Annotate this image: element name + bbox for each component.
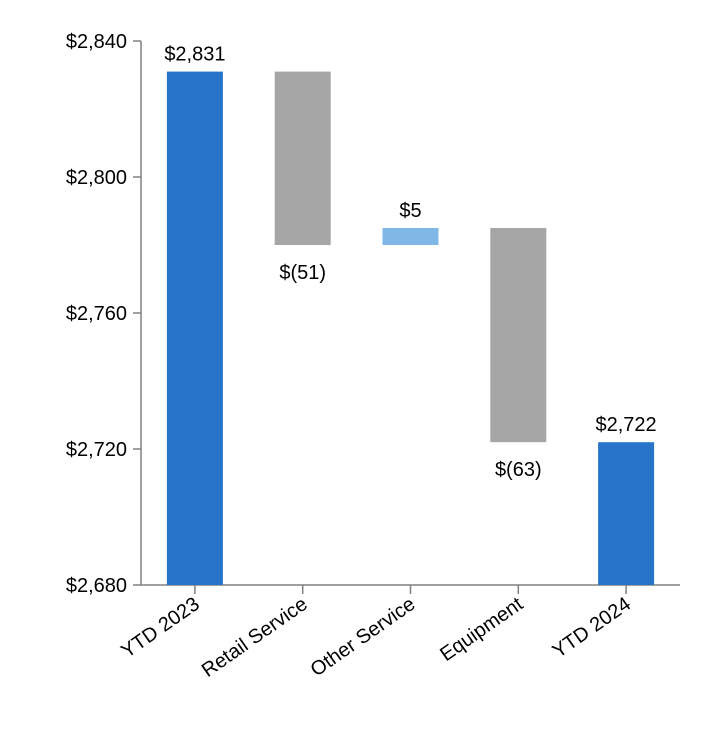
y-axis: $2,680 $2,720 $2,760 $2,800 $2,840 <box>66 31 142 597</box>
bar-ytd-2024 <box>598 442 655 585</box>
y-tick-label: $2,760 <box>66 303 127 325</box>
bars-group <box>166 71 655 586</box>
bar-equipment <box>490 228 547 443</box>
x-category-label: YTD 2024 <box>549 593 635 663</box>
x-category-label: Retail Service <box>198 593 312 682</box>
y-tick-label: $2,800 <box>66 167 127 189</box>
data-label: $2,722 <box>596 414 657 436</box>
data-label: $(63) <box>495 459 542 481</box>
x-category-label: Equipment <box>436 593 527 666</box>
y-tick-label: $2,720 <box>66 439 127 461</box>
bar-other-service <box>382 228 439 245</box>
y-tick-label: $2,840 <box>66 31 127 53</box>
y-tick-label: $2,680 <box>66 575 127 597</box>
data-label: $2,831 <box>164 44 225 66</box>
bar-ytd-2023 <box>166 71 223 586</box>
x-category-label: YTD 2023 <box>117 593 203 663</box>
data-label: $5 <box>399 200 421 222</box>
data-label: $(51) <box>279 262 326 284</box>
x-category-label: Other Service <box>307 593 420 681</box>
data-labels-group: $2,831 $(51) $5 $(63) $2,722 <box>164 44 656 482</box>
bar-retail-service <box>274 71 331 245</box>
